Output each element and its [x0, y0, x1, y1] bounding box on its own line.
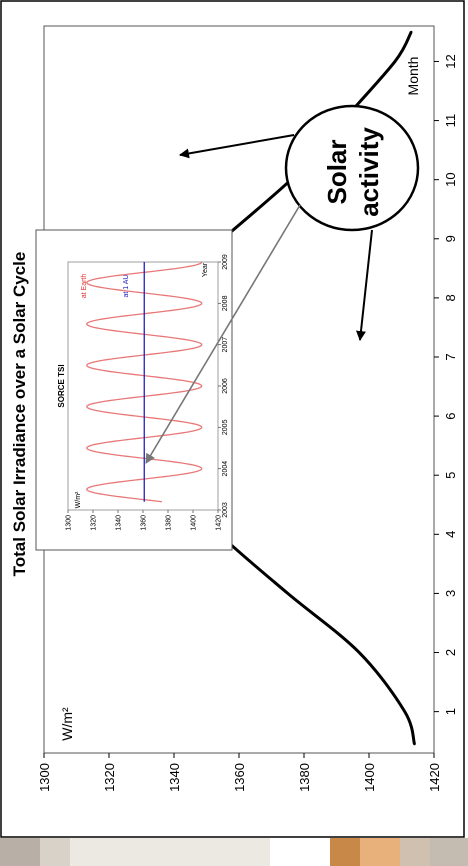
y-tick-label: 1380	[297, 763, 312, 792]
x-tick-label: 4	[443, 531, 458, 538]
inset-legend-1au: at 1 AU	[123, 275, 130, 298]
bottom-photo-strip	[0, 838, 468, 866]
x-tick-label: 11	[443, 114, 458, 128]
solar-activity-annotation: Solar activity	[145, 104, 420, 464]
y-tick-label: 1400	[362, 763, 377, 792]
x-tick-label: 12	[443, 54, 458, 68]
inset-y-tick-label: 1360	[141, 515, 148, 531]
y-tick-label: 1340	[167, 763, 182, 792]
y-axis-label: W/m²	[59, 707, 75, 741]
inset-y-tick-label: 1400	[191, 515, 198, 531]
x-tick-label: 9	[443, 235, 458, 242]
inset-title: SORCE TSI	[57, 364, 66, 407]
y-tick-label: 1420	[427, 763, 442, 792]
inset-y-label: W/m²	[75, 491, 82, 508]
series-point	[403, 710, 406, 713]
y-axis: 1300 1320 1340 1360 1380 1400 1420	[37, 753, 442, 792]
annotation-arrow-upper	[179, 134, 295, 159]
annotation-arrow-lower	[356, 229, 373, 341]
inset-chart: SORCE TSI W/m² Year at Earth at 1 AU 130…	[35, 229, 233, 551]
series-point	[410, 30, 413, 34]
annotation-line-1: Solar	[322, 139, 352, 204]
inset-plot-area	[67, 261, 219, 511]
chart-title: Total Solar Irradiance over a Solar Cycl…	[10, 252, 29, 577]
series-point	[413, 742, 416, 746]
x-tick-label: 2	[443, 649, 458, 656]
x-tick-label: 1	[443, 708, 458, 715]
y-tick-label: 1320	[102, 763, 117, 792]
inset-x-tick-label: 2008	[222, 295, 229, 311]
x-tick-label: 7	[443, 353, 458, 360]
x-tick-label: 10	[443, 172, 458, 186]
inset-series-line-at-earth	[86, 261, 203, 503]
inset-legend-earth: at Earth	[81, 274, 88, 299]
inset-x-tick-label: 2005	[222, 419, 229, 435]
x-tick-label: 8	[443, 294, 458, 301]
annotation-arrow-inset	[145, 204, 301, 464]
inset-x-tick-label: 2007	[222, 337, 229, 353]
x-axis-label: Month	[405, 57, 421, 96]
x-tick-label: 5	[443, 472, 458, 479]
y-tick-label: 1360	[232, 763, 247, 792]
inset-y-tick-label: 1320	[91, 515, 98, 531]
inset-y-tick-label: 1420	[216, 515, 223, 531]
series-point	[393, 60, 397, 63]
inset-x-tick-label: 2004	[222, 461, 229, 477]
series-point	[286, 592, 289, 595]
inset-y-axis: 1300 1320 1340 1360 1380 1400 1420	[66, 510, 223, 531]
inset-y-tick-label: 1340	[116, 515, 123, 531]
inset-series-layer	[86, 261, 203, 503]
inset-x-tick-label: 2003	[222, 502, 229, 518]
inset-x-tick-label: 2006	[222, 378, 229, 394]
inset-y-tick-label: 1380	[166, 515, 173, 531]
inset-x-tick-label: 2009	[222, 254, 229, 270]
y-tick-label: 1300	[37, 763, 52, 792]
series-point	[358, 651, 361, 654]
inset-y-tick-label: 1300	[66, 515, 73, 531]
annotation-bubble	[284, 104, 420, 232]
x-tick-label: 6	[443, 412, 458, 419]
x-tick-label: 3	[443, 590, 458, 597]
inset-x-axis: 2003 2004 2005 2006 2007 2008 2009	[218, 254, 229, 518]
annotation-line-2: activity	[354, 127, 384, 217]
inset-x-label: Year	[202, 262, 209, 277]
